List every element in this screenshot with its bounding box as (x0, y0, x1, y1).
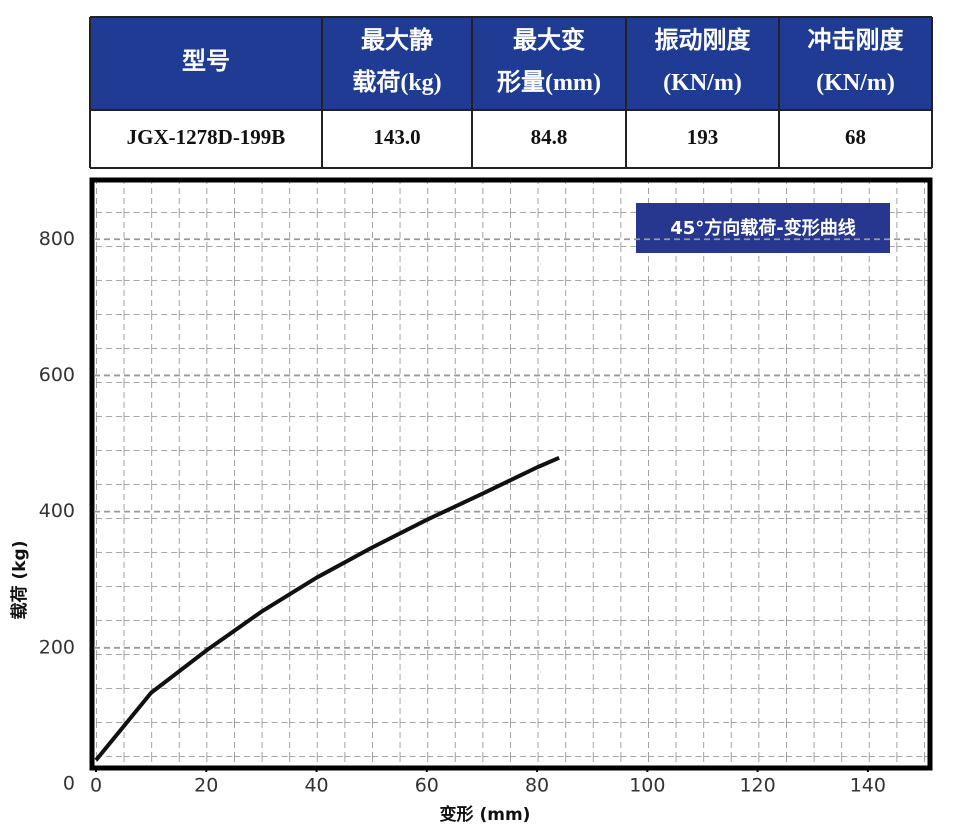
header-cell: 载荷(kg) (352, 69, 441, 96)
x-tick-label: 140 (850, 775, 886, 797)
x-tick-label: 100 (629, 775, 665, 797)
y-tick-label: 600 (39, 364, 75, 386)
title-box (636, 203, 890, 253)
y-tick-label: 0 (63, 773, 75, 795)
y-axis-label: 载荷 (kg) (9, 541, 30, 620)
header-cell: 型号 (182, 48, 230, 75)
header-cell: (KN/m) (816, 70, 895, 96)
chart-title: 45°方向载荷-变形曲线 (670, 217, 856, 239)
y-tick-label: 400 (39, 500, 75, 522)
table-cell: JGX-1278D-199B (127, 125, 286, 149)
x-tick-label: 20 (194, 775, 218, 797)
x-tick-label: 120 (739, 775, 775, 797)
table-cell: 143.0 (373, 125, 420, 149)
table-header-bg (90, 17, 932, 110)
data-line (94, 456, 560, 762)
x-tick-label: 40 (304, 775, 328, 797)
header-cell: 最大静 (361, 27, 433, 54)
x-tick-label: 60 (415, 775, 439, 797)
plot-frame (89, 177, 933, 771)
header-cell: (KN/m) (663, 70, 742, 96)
x-tick-label: 80 (525, 775, 549, 797)
y-tick-label: 800 (39, 228, 75, 250)
table-cell: 193 (687, 125, 719, 149)
x-axis-label: 变形 (mm) (440, 804, 531, 825)
x-tick-label: 0 (90, 775, 102, 797)
grid-pattern (92, 180, 930, 768)
table-cell: 68 (845, 125, 866, 149)
table-cell: 84.8 (531, 125, 568, 149)
header-cell: 形量(mm) (497, 69, 601, 96)
header-cell: 振动刚度 (655, 26, 752, 54)
y-tick-label: 200 (39, 636, 75, 658)
header-cell: 冲击刚度 (808, 26, 905, 54)
header-cell: 最大变 (513, 26, 585, 54)
